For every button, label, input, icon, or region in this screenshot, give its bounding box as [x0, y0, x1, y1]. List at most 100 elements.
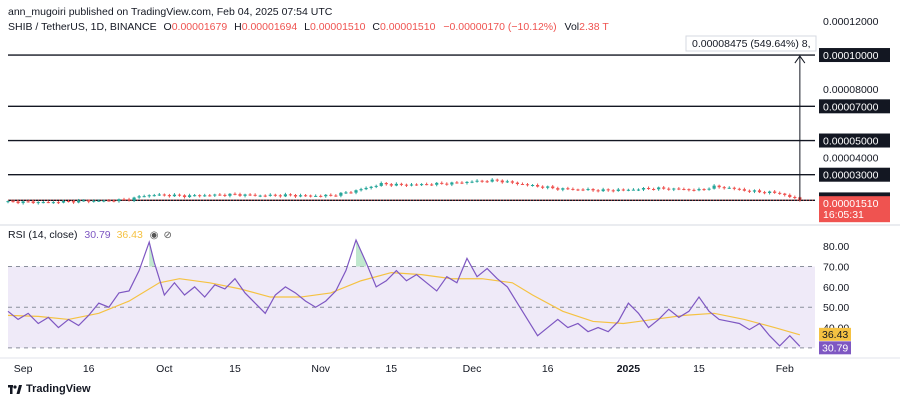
- price-axis-label: 0.00012000: [823, 16, 879, 28]
- rsi-legend: RSI (14, close) 30.79 36.43 ◉ ⊘: [8, 229, 172, 241]
- candle-body: [379, 183, 383, 186]
- candle-body: [586, 189, 590, 191]
- candle-body: [56, 202, 61, 204]
- candle-body: [137, 196, 141, 198]
- candle-body: [515, 182, 520, 184]
- candle-body: [530, 185, 535, 187]
- candle-body: [258, 195, 262, 197]
- candle-body: [662, 187, 666, 189]
- candle-body: [177, 194, 182, 196]
- candle-body: [490, 179, 494, 182]
- candle-body: [510, 181, 514, 183]
- hide-toggle-icon[interactable]: ⊘: [163, 230, 172, 241]
- candle-body: [117, 199, 121, 202]
- symbol-text[interactable]: SHIB / TetherUS, 1D, BINANCE: [8, 21, 157, 33]
- last-price-badge: [819, 196, 890, 223]
- tradingview-logo[interactable]: TradingView: [8, 383, 91, 395]
- candle-body: [717, 185, 721, 188]
- candle-body: [591, 189, 595, 191]
- candle-body: [747, 190, 752, 192]
- candle-body: [409, 184, 414, 186]
- volume-value: 2.38 T: [579, 21, 609, 33]
- visibility-eye-icon[interactable]: ◉: [149, 230, 159, 241]
- candle-body: [697, 189, 701, 191]
- candle-body: [203, 195, 207, 197]
- candle-body: [581, 189, 585, 191]
- candle-body: [213, 194, 217, 196]
- candle-body: [61, 201, 66, 203]
- candle-body: [167, 195, 171, 197]
- candle-body: [223, 194, 227, 196]
- candle-body: [182, 195, 187, 198]
- candle-body: [319, 195, 323, 197]
- candle-body: [364, 187, 368, 190]
- candle-body: [399, 183, 404, 185]
- candle-body: [354, 190, 358, 193]
- candle-body: [41, 202, 45, 204]
- candle-body: [566, 188, 570, 190]
- candle-body: [752, 190, 757, 192]
- candle-body: [314, 195, 318, 197]
- candle-body: [576, 189, 580, 191]
- candle-body: [677, 188, 681, 190]
- rsi-legend-name[interactable]: RSI (14, close): [8, 229, 78, 241]
- price-axis-label: 0.00005000: [823, 136, 879, 148]
- candle-body: [611, 190, 615, 192]
- candle-body: [389, 184, 393, 186]
- candle-body: [626, 189, 630, 191]
- candle-body: [500, 180, 504, 183]
- price-axis-badge: [819, 133, 890, 148]
- candle-body: [737, 188, 741, 190]
- candle-body: [278, 195, 282, 197]
- candle-body: [768, 191, 772, 193]
- candle-body: [82, 200, 86, 202]
- candle-body: [687, 189, 691, 191]
- tradingview-mark-icon: [8, 384, 22, 394]
- candle-body: [445, 183, 449, 185]
- countdown-label: 16:05:31: [823, 209, 864, 221]
- candle-body: [339, 192, 343, 196]
- publish-caption: ann_mugoiri published on TradingView.com…: [8, 6, 332, 18]
- rsi-axis-label: 60.00: [823, 282, 849, 294]
- candle-body: [414, 184, 419, 186]
- open-value: 0.00001679: [171, 21, 228, 33]
- candle-body: [384, 183, 388, 185]
- candle-body: [470, 181, 474, 183]
- candle-body: [16, 201, 20, 204]
- candle-body: [374, 185, 378, 187]
- time-axis-label: Sep: [14, 363, 33, 375]
- rsi-ma-line: [7, 272, 801, 336]
- candle-body: [606, 189, 610, 191]
- last-price-label: 0.00001510: [823, 198, 879, 210]
- candle-body: [601, 189, 605, 192]
- measure-label-text: 0.00008475 (549.64%) 8,: [692, 38, 811, 50]
- candle-body: [450, 182, 454, 185]
- candle-body: [87, 200, 91, 202]
- close-label: C: [372, 21, 380, 33]
- candle-body: [122, 199, 126, 201]
- candle-body: [505, 181, 509, 183]
- ohlc-legend: SHIB / TetherUS, 1D, BINANCE O0.00001679…: [8, 21, 609, 33]
- candle-body: [702, 189, 706, 191]
- measure-label-box: [685, 35, 817, 52]
- candle-body: [142, 196, 146, 198]
- candle-body: [652, 189, 656, 191]
- candle-body: [682, 189, 686, 191]
- candle-body: [616, 189, 620, 192]
- candle-body: [480, 180, 484, 182]
- candle-body: [288, 194, 293, 196]
- candle-body: [273, 194, 277, 196]
- candle-body: [394, 183, 398, 186]
- candle-body: [712, 185, 716, 189]
- rsi-axis-label: 80.00: [823, 241, 849, 253]
- candle-body: [757, 190, 762, 193]
- candle-body: [455, 182, 459, 184]
- measure-arrowhead-icon: [794, 55, 806, 64]
- candle-body: [672, 188, 676, 190]
- candle-body: [465, 181, 469, 183]
- candle-body: [243, 194, 247, 196]
- candle-body: [419, 184, 424, 186]
- candle-body: [430, 184, 434, 186]
- candle-body: [268, 194, 272, 196]
